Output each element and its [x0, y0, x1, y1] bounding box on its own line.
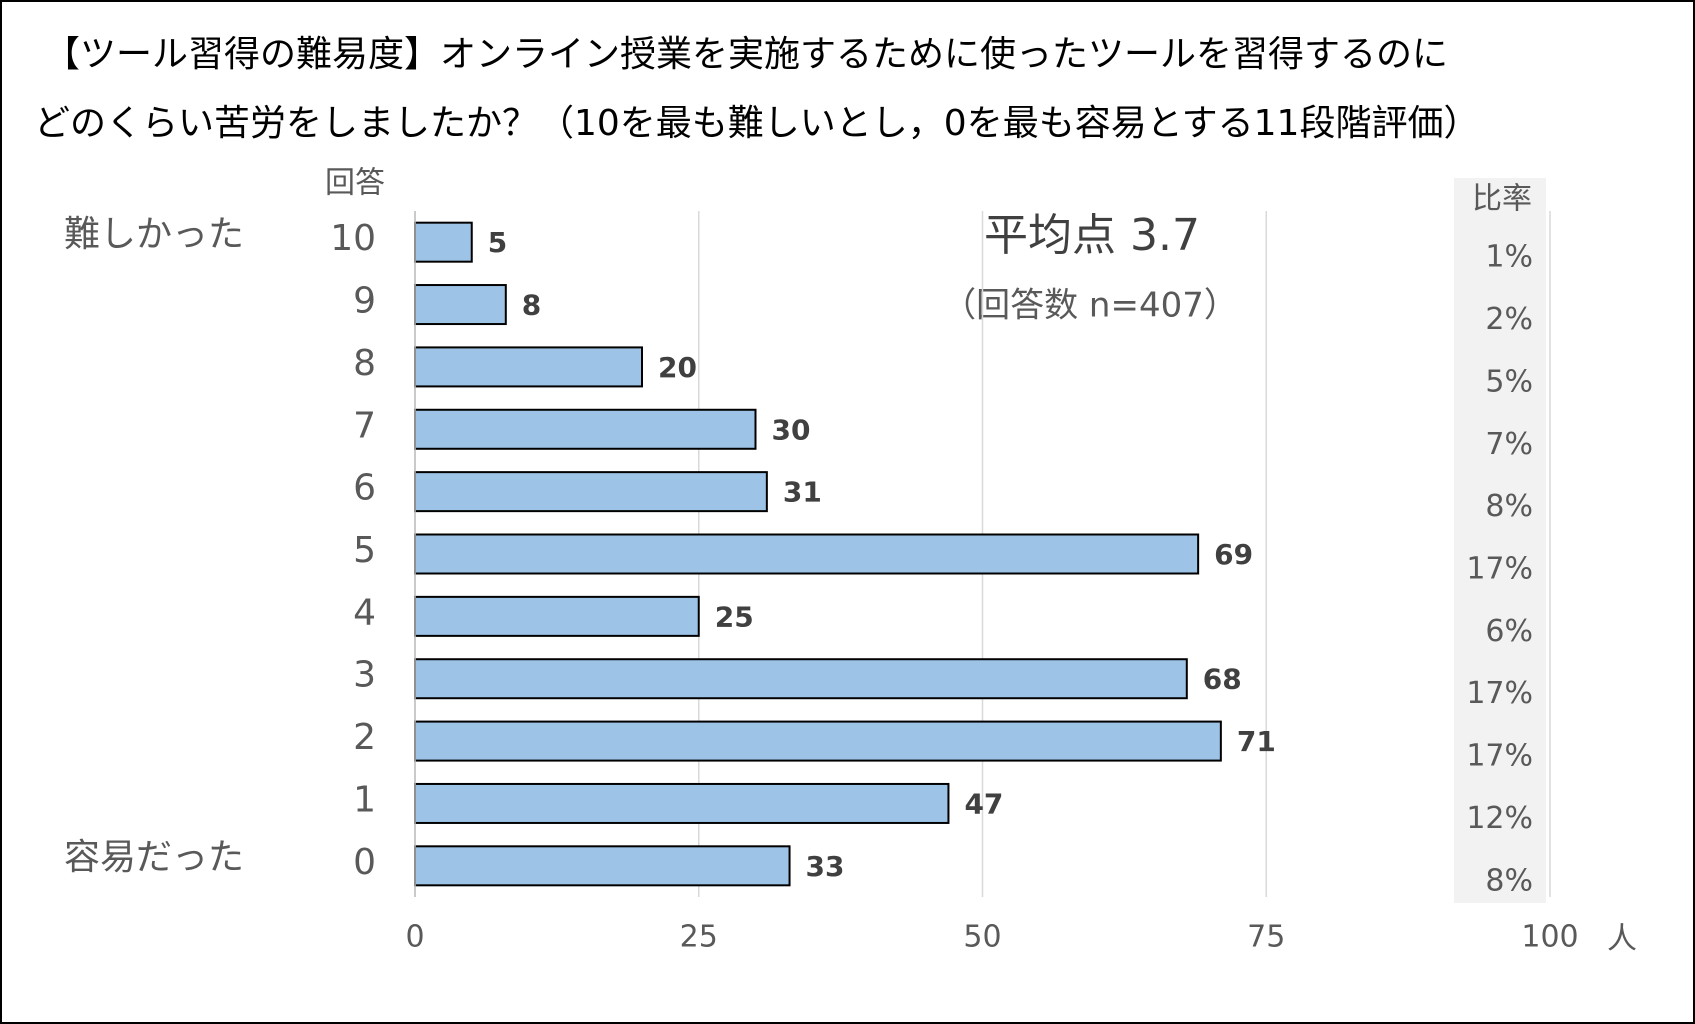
value-label: 69 — [1214, 538, 1253, 571]
bar — [414, 782, 950, 824]
ratio-label: 7% — [1485, 427, 1533, 462]
value-label: 31 — [783, 476, 822, 509]
value-label: 5 — [488, 226, 507, 259]
annotation: 平均点 3.7 — [984, 210, 1200, 261]
bar — [414, 845, 791, 887]
axis-title: 回答 — [325, 166, 385, 201]
ratio-label: 8% — [1485, 863, 1533, 898]
ratio-label: 17% — [1466, 552, 1533, 587]
ratio-header: 比率 — [1472, 182, 1532, 217]
annotation: 容易だった — [64, 837, 244, 878]
y-tick-label: 5 — [353, 530, 376, 571]
value-label: 25 — [715, 600, 754, 633]
x-tick-label: 25 — [680, 920, 718, 955]
ratio-label: 8% — [1485, 489, 1533, 524]
bar — [414, 533, 1200, 575]
y-tick-label: 8 — [353, 343, 376, 384]
y-tick-label: 7 — [353, 405, 376, 446]
x-tick-label: 0 — [405, 920, 424, 955]
x-tick-label: 100 — [1521, 920, 1578, 955]
bar — [414, 346, 643, 388]
x-tick-label: 50 — [963, 920, 1001, 955]
value-label: 8 — [522, 289, 541, 322]
ratio-background — [1454, 178, 1546, 903]
y-tick-label: 6 — [353, 468, 376, 509]
ratio-label: 6% — [1485, 614, 1533, 649]
y-tick-label: 3 — [353, 655, 376, 696]
y-tick-label: 10 — [330, 218, 376, 259]
value-label: 47 — [964, 787, 1003, 820]
chart-title: 【ツール習得の難易度】オンライン授業を実施するために使ったツールを習得するのに — [44, 34, 1448, 75]
value-label: 33 — [806, 850, 845, 883]
ratio-label: 2% — [1485, 302, 1533, 337]
bar — [414, 720, 1222, 762]
value-label: 30 — [772, 413, 811, 446]
bar — [414, 221, 473, 263]
ratio-label: 1% — [1485, 240, 1533, 275]
ratio-label: 5% — [1485, 364, 1533, 399]
bar — [414, 595, 700, 637]
bar — [414, 471, 768, 513]
bar — [414, 408, 757, 450]
bar — [414, 658, 1188, 700]
y-tick-label: 1 — [353, 779, 376, 820]
ratio-label: 17% — [1466, 739, 1533, 774]
x-unit: 人 — [1607, 922, 1637, 957]
value-label: 68 — [1203, 663, 1242, 696]
annotation: （回答数 n=407） — [942, 286, 1238, 326]
ratio-label: 12% — [1466, 801, 1533, 836]
y-tick-label: 2 — [353, 717, 376, 758]
annotation: 難しかった — [64, 214, 244, 255]
y-tick-label: 4 — [353, 592, 376, 633]
value-label: 71 — [1237, 725, 1276, 758]
bar — [414, 284, 507, 326]
x-tick-label: 75 — [1247, 920, 1285, 955]
chart-title: どのくらい苦労をしましたか？（10を最も難しいとし，0を最も容易とする11段階評… — [34, 103, 1479, 144]
y-tick-label: 0 — [353, 842, 376, 883]
y-tick-label: 9 — [353, 281, 376, 322]
ratio-label: 17% — [1466, 676, 1533, 711]
value-label: 20 — [658, 351, 697, 384]
